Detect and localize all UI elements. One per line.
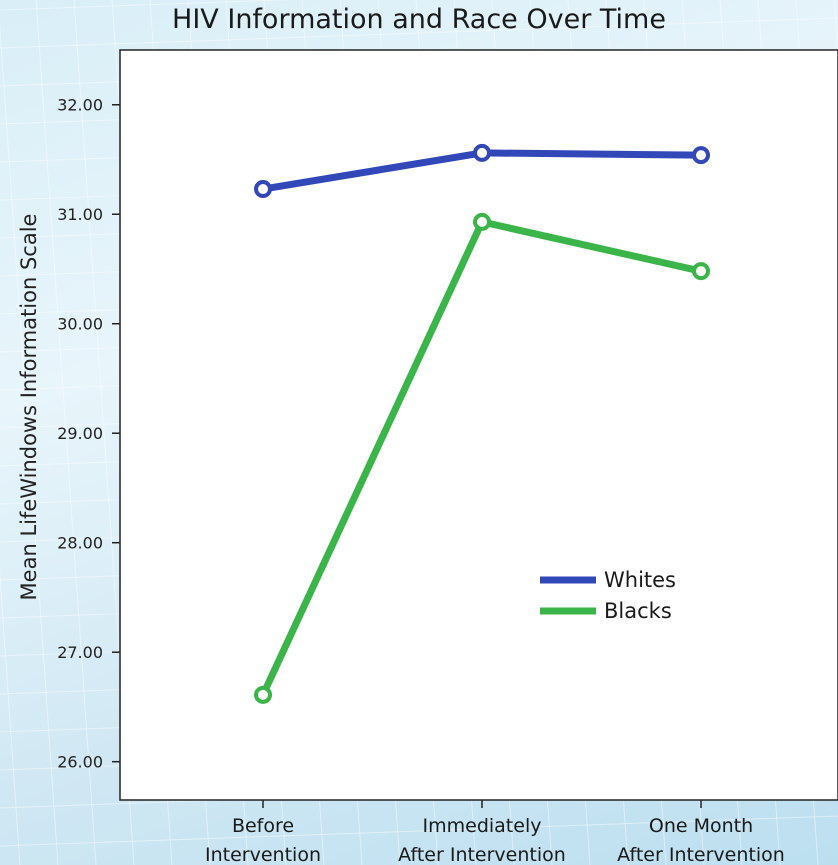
- x-tick-label: Before: [232, 815, 294, 837]
- data-point-whites: [473, 143, 491, 162]
- background-grid-line: [0, 0, 294, 11]
- y-tick-label: 29.00: [57, 424, 103, 443]
- x-axis: Before Intervention Immediately After Inter…: [205, 800, 785, 865]
- data-point-whites: [692, 146, 710, 165]
- y-tick-label: 31.00: [57, 205, 103, 224]
- background-grid-line: [0, 17, 838, 49]
- legend-label: Blacks: [604, 599, 672, 623]
- background-grid-line: [0, 815, 838, 847]
- x-tick-label: Intervention: [205, 844, 321, 865]
- background-grid-line: [0, 21, 59, 865]
- legend: Whites Blacks: [540, 568, 676, 623]
- data-point-whites: [254, 180, 272, 199]
- data-point-blacks: [473, 212, 491, 231]
- x-tick-label: After Intervention: [398, 844, 566, 865]
- y-tick-label: 30.00: [57, 315, 103, 334]
- plot-area: [119, 49, 838, 801]
- background-grid-line: [35, 0, 97, 865]
- y-tick-label: 27.00: [57, 643, 103, 662]
- y-tick-label: 26.00: [57, 753, 103, 772]
- x-tick-label: Immediately: [423, 815, 542, 837]
- x-tick-label: After Intervention: [617, 844, 785, 865]
- legend-label: Whites: [604, 568, 676, 592]
- data-point-blacks: [692, 262, 710, 281]
- x-tick-label: One Month: [649, 815, 753, 837]
- background-grid-line: [0, 569, 21, 865]
- y-tick-label: 28.00: [57, 534, 103, 553]
- data-point-blacks: [254, 685, 272, 704]
- y-axis-label: Mean LifeWindows Information Scale: [17, 214, 41, 601]
- chart-title: HIV Information and Race Over Time: [172, 4, 666, 35]
- y-tick-label: 32.00: [57, 96, 103, 115]
- y-axis: 26.00 27.00 28.00 29.00 30.00 31.00 32.00: [57, 96, 120, 772]
- series-layer: [254, 143, 710, 704]
